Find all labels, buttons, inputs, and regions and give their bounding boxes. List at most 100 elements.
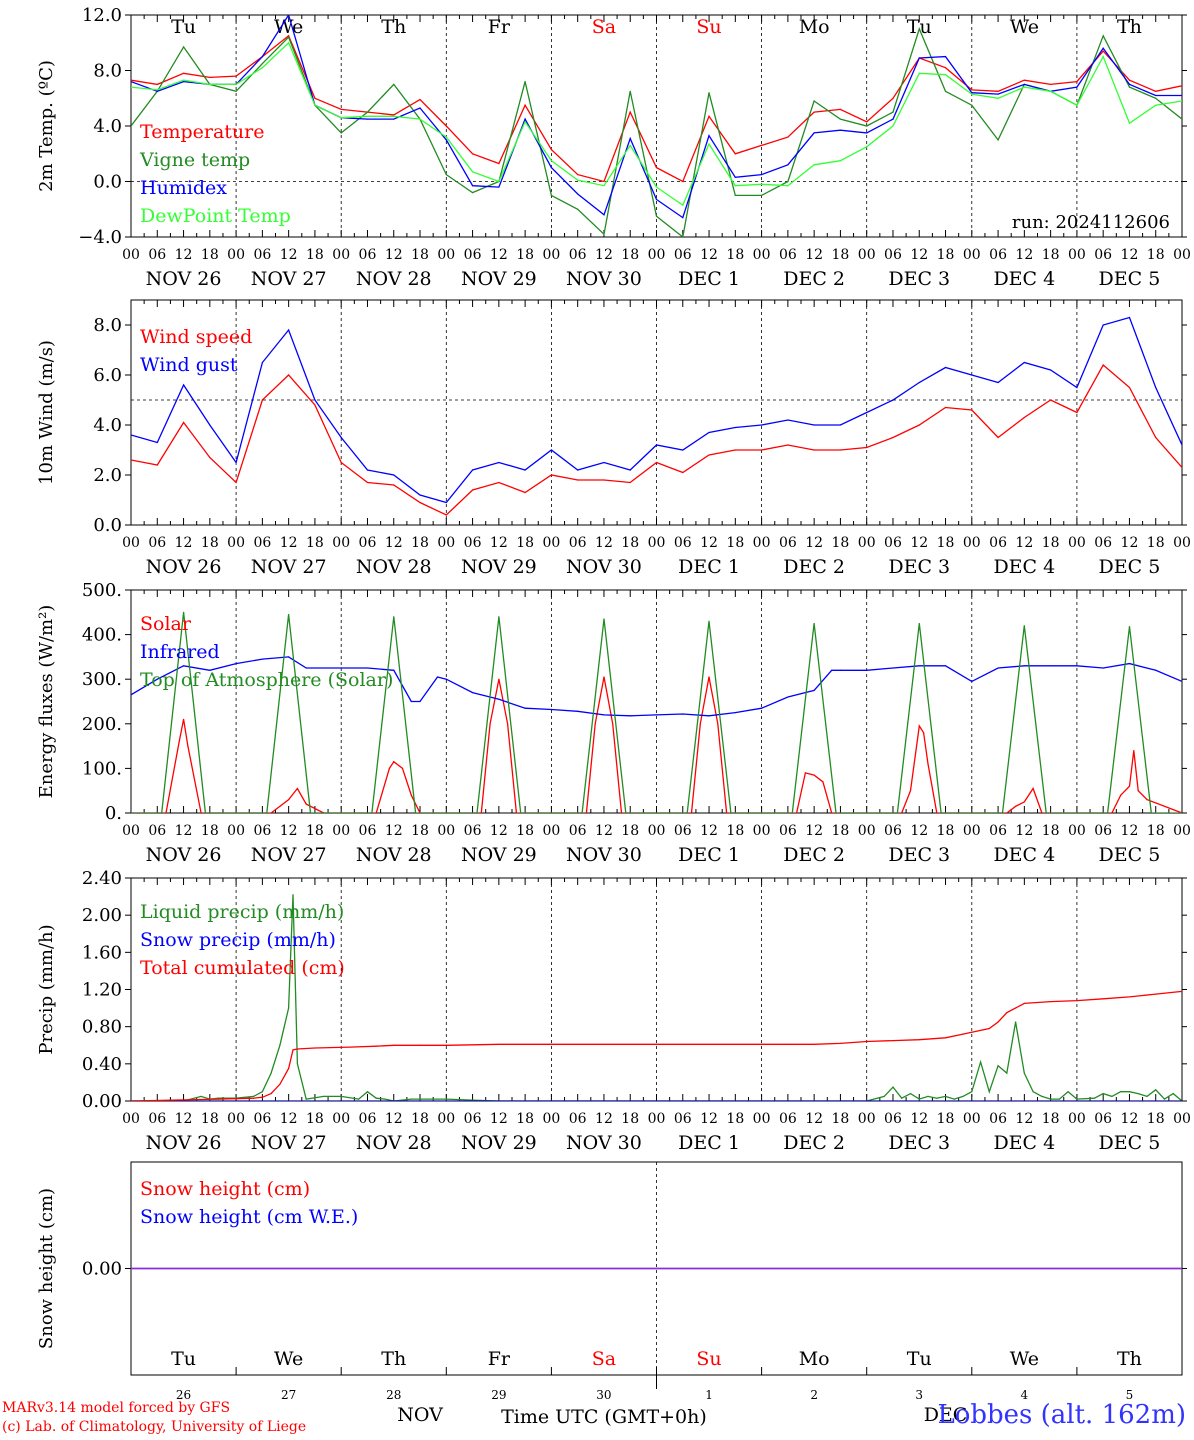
data-point — [655, 186, 658, 188]
hour-tick-label: 06 — [569, 1111, 587, 1127]
day-number: 28 — [386, 1388, 401, 1402]
data-point — [1155, 386, 1157, 389]
data-point — [1102, 56, 1104, 58]
day-label: DEC 1 — [678, 1132, 740, 1154]
day-label: NOV 27 — [251, 556, 327, 578]
hour-tick-label: 06 — [989, 1111, 1007, 1127]
data-point — [340, 117, 342, 119]
data-point — [209, 83, 211, 85]
hour-tick-label: 06 — [1094, 823, 1112, 839]
hour-tick-label: 18 — [1042, 1111, 1060, 1127]
hour-tick-label: 00 — [542, 823, 560, 839]
day-label: DEC 1 — [678, 844, 740, 866]
panel-4: 0.00 0.40 0.80 1.20 1.60 2.00 2.40 Precip (mm/h… — [36, 868, 1191, 1154]
data-point — [445, 173, 447, 176]
hour-tick-label: 00 — [963, 1111, 981, 1127]
y-tick-label: 0.00 — [82, 1091, 122, 1112]
weekday-label: We — [274, 1348, 303, 1370]
data-point — [791, 812, 793, 813]
data-point — [366, 1091, 369, 1093]
hour-tick-label: 00 — [648, 247, 666, 263]
day-label: DEC 4 — [993, 556, 1055, 578]
data-point — [279, 1083, 281, 1085]
y-tick-label: −4.0 — [78, 227, 122, 248]
hour-tick-label: 06 — [569, 535, 587, 551]
data-point — [866, 812, 868, 813]
data-point — [971, 92, 973, 94]
hour-tick-label: 00 — [122, 535, 140, 551]
data-point — [1155, 94, 1157, 97]
data-point — [340, 108, 342, 110]
data-point — [988, 1027, 990, 1030]
data-point — [866, 446, 868, 449]
data-point — [261, 56, 263, 58]
data-point — [314, 399, 316, 401]
day-number: 1 — [705, 1388, 713, 1402]
day-label: NOV 26 — [146, 268, 222, 290]
data-point — [918, 725, 920, 727]
hour-tick-label: 12 — [385, 247, 403, 263]
data-point — [550, 708, 553, 711]
data-point — [918, 381, 920, 384]
data-point — [288, 1067, 290, 1070]
hour-tick-label: 12 — [385, 535, 403, 551]
data-point — [629, 715, 631, 717]
weekday-label: Sa — [592, 16, 616, 38]
data-point — [131, 125, 132, 127]
legend-entry: Top of Atmosphere (Solar) — [140, 669, 393, 691]
day-label: DEC 1 — [678, 268, 740, 290]
data-point — [489, 723, 491, 725]
data-point — [918, 622, 920, 625]
y-axis-label: Snow height (cm) — [36, 1188, 57, 1349]
data-point — [787, 696, 789, 698]
legend-entry: DewPoint Temp — [140, 205, 291, 227]
hour-tick-label: 00 — [332, 535, 350, 551]
hour-tick-label: 12 — [805, 823, 823, 839]
day-label: DEC 3 — [888, 1132, 950, 1154]
data-point — [839, 1042, 842, 1044]
data-point — [988, 1091, 990, 1093]
data-point — [253, 1095, 255, 1097]
data-point — [419, 1044, 421, 1046]
data-point — [182, 421, 185, 424]
hour-tick-label: 00 — [753, 1111, 771, 1127]
data-point — [1076, 81, 1078, 83]
data-point — [270, 812, 272, 813]
hour-tick-label: 18 — [621, 247, 639, 263]
data-point — [309, 812, 312, 813]
data-point — [235, 83, 237, 85]
data-point — [787, 185, 789, 187]
hour-tick-label: 12 — [910, 535, 928, 551]
data-point — [314, 97, 316, 99]
day-label: NOV 28 — [356, 556, 432, 578]
data-point — [1041, 1095, 1043, 1097]
hour-tick-label: 12 — [595, 1111, 613, 1127]
day-label: NOV 26 — [146, 1132, 222, 1154]
data-point — [655, 461, 658, 464]
hour-tick-label: 18 — [1042, 823, 1060, 839]
hour-tick-label: 00 — [437, 1111, 455, 1127]
data-point — [577, 179, 579, 181]
data-point — [866, 121, 868, 123]
data-point — [813, 774, 815, 776]
hour-tick-label: 12 — [910, 247, 928, 263]
data-point — [1023, 83, 1025, 85]
data-point — [927, 763, 929, 765]
hour-tick-label: 12 — [700, 1111, 718, 1127]
month-label: NOV — [397, 1404, 443, 1426]
data-point — [839, 449, 842, 451]
data-point — [1023, 625, 1025, 627]
day-number: 29 — [491, 1388, 506, 1402]
weekday-label: We — [274, 16, 303, 38]
hour-tick-label: 18 — [201, 1111, 219, 1127]
hour-tick-label: 06 — [884, 823, 902, 839]
data-point — [625, 812, 627, 813]
data-point — [1102, 1092, 1104, 1095]
data-point — [235, 481, 237, 484]
data-point — [892, 125, 894, 127]
data-point — [515, 812, 517, 813]
data-point — [182, 718, 185, 720]
hour-tick-label: 00 — [858, 535, 876, 551]
data-point — [909, 1092, 912, 1095]
data-point — [366, 115, 369, 117]
